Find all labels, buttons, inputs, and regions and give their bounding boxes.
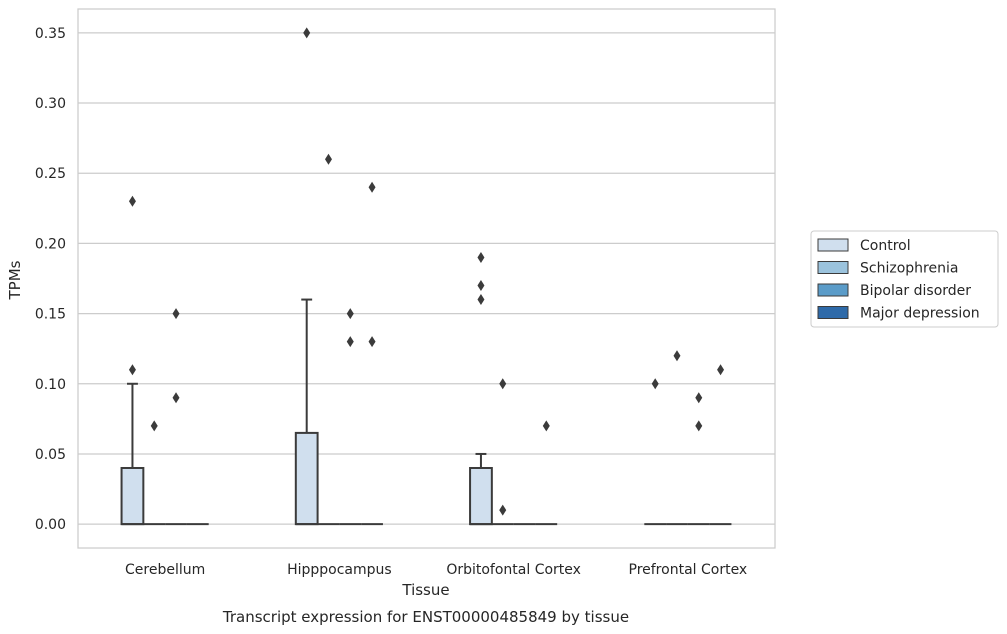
box-major-depression xyxy=(535,420,558,526)
box-schizophrenia xyxy=(666,350,688,526)
plot-background xyxy=(78,9,775,548)
box-control xyxy=(120,195,145,526)
box-body xyxy=(120,466,145,526)
outlier-point xyxy=(542,420,550,432)
box-major-depression xyxy=(361,181,383,526)
box-schizophrenia xyxy=(491,378,514,526)
y-tick-label: 0.30 xyxy=(35,96,66,112)
y-tick-label: 0.10 xyxy=(35,377,66,393)
legend-label: Major depression xyxy=(860,306,980,322)
chart-caption: Transcript expression for ENST0000048584… xyxy=(222,608,629,626)
x-tick-label: Cerebellum xyxy=(125,562,205,578)
legend: Control Schizophrenia Bipolar disorder Majo… xyxy=(810,230,999,328)
box-bipolar-disorder xyxy=(165,308,187,526)
y-tick-label: 0.20 xyxy=(35,236,66,252)
box-series xyxy=(120,27,732,526)
legend-frame xyxy=(810,230,999,328)
legend-label: Control xyxy=(860,238,911,254)
gridlines xyxy=(78,32,775,525)
outlier-point xyxy=(368,336,376,348)
box-schizophrenia xyxy=(317,153,340,526)
legend-swatch xyxy=(817,283,849,297)
outlier-point xyxy=(346,336,354,348)
x-tick-label: Hipppocampus xyxy=(287,562,392,578)
y-tick-label: 0.00 xyxy=(35,517,66,533)
y-tick-label: 0.35 xyxy=(35,26,66,42)
box-control xyxy=(469,251,493,526)
outlier-point xyxy=(172,308,180,320)
outlier-point xyxy=(717,364,725,376)
x-axis-label: Tissue xyxy=(401,581,449,599)
outlier-point xyxy=(477,280,485,292)
y-tick-labels: 0.00 0.05 0.10 0.15 0.20 0.25 0.30 0.35 xyxy=(35,26,66,533)
box-bipolar-disorder xyxy=(339,308,362,526)
outlier-point xyxy=(477,251,485,263)
legend-swatch xyxy=(817,238,849,252)
outlier-point xyxy=(673,350,681,362)
y-tick-label: 0.25 xyxy=(35,166,66,182)
box-bipolar-disorder xyxy=(687,392,710,526)
y-axis-label: TPMs xyxy=(6,260,24,300)
x-tick-labels: Cerebellum Hipppocampus Orbitofontal Corte… xyxy=(125,562,747,578)
plot-frame xyxy=(77,8,776,549)
y-tick-label: 0.15 xyxy=(35,307,66,323)
outlier-point xyxy=(499,378,507,390)
outlier-point xyxy=(346,308,354,320)
y-tick-label: 0.05 xyxy=(35,447,66,463)
outlier-point xyxy=(128,364,136,376)
legend-swatch xyxy=(817,306,849,319)
legend-swatch xyxy=(817,261,849,274)
outlier-point xyxy=(368,181,376,193)
x-tick-label: Orbitofontal Cortex xyxy=(446,562,581,578)
outlier-point xyxy=(477,294,485,306)
box-body xyxy=(294,431,319,526)
outlier-point xyxy=(150,420,158,432)
box-control xyxy=(644,378,667,526)
legend-label: Bipolar disorder xyxy=(860,283,971,299)
outlier-point xyxy=(695,392,703,404)
box-control xyxy=(294,27,319,526)
outlier-point xyxy=(651,378,659,390)
outlier-point xyxy=(324,153,332,165)
legend-label: Schizophrenia xyxy=(860,261,958,277)
outlier-point xyxy=(172,392,180,404)
outlier-point xyxy=(499,504,507,516)
outlier-point xyxy=(695,420,703,432)
outlier-point xyxy=(128,195,136,207)
box-major-depression xyxy=(709,364,732,526)
box-body xyxy=(469,466,493,526)
box-schizophrenia xyxy=(143,420,166,526)
outlier-point xyxy=(303,27,311,39)
x-tick-label: Prefrontal Cortex xyxy=(629,562,748,578)
